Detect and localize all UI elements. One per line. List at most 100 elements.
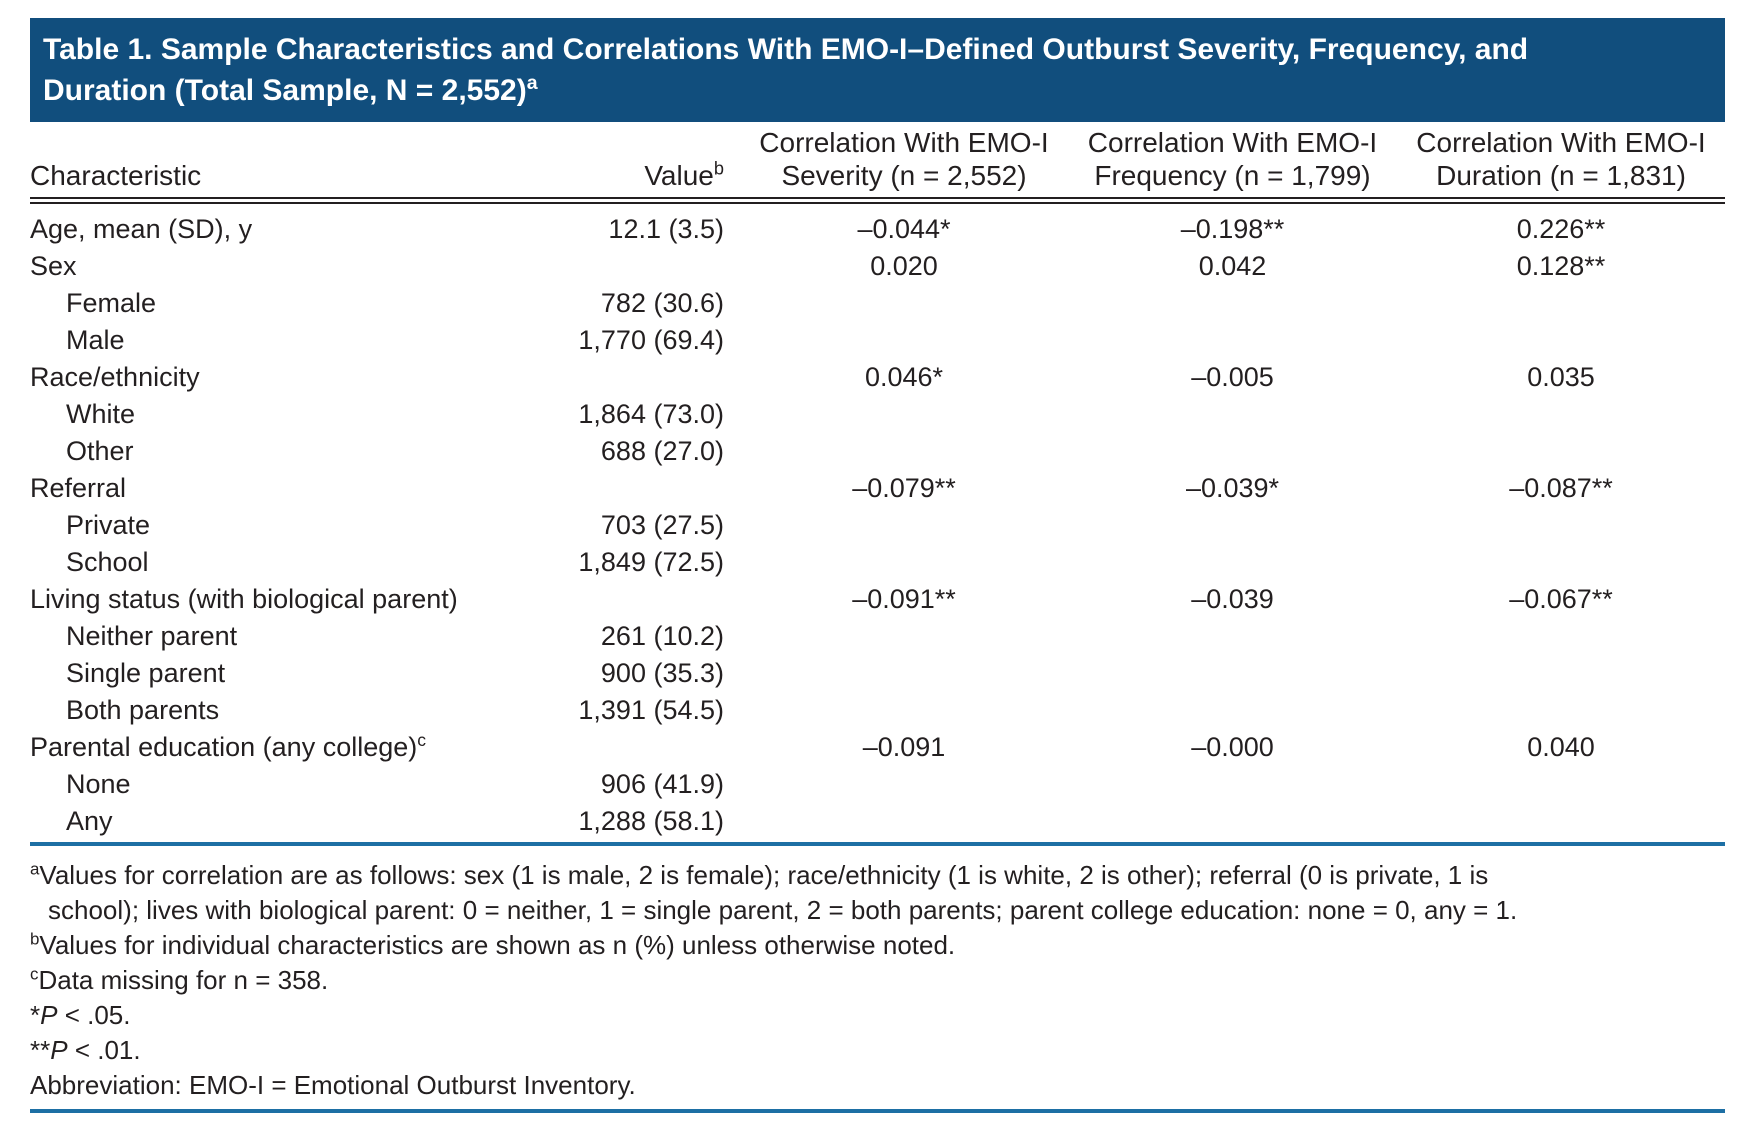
cell-severity-correlation	[740, 766, 1068, 803]
cell-characteristic: School	[66, 547, 149, 577]
cell-frequency-correlation	[1068, 544, 1397, 581]
table-row: Sex 0.020 0.042 0.128**	[30, 248, 1725, 285]
footnote: cData missing for n = 358.	[30, 964, 329, 995]
table-bottom-border	[30, 1109, 1725, 1113]
col-header-duration-line-1: Correlation With EMO-I	[1416, 127, 1706, 158]
cell-frequency-correlation: –0.000	[1191, 732, 1274, 762]
cell-frequency-correlation: –0.005	[1191, 362, 1274, 392]
cell-severity-correlation: 0.020	[870, 251, 938, 281]
cell-value: 900 (35.3)	[600, 658, 724, 688]
cell-duration-correlation	[1397, 803, 1725, 840]
table-row: Other 688 (27.0)	[30, 433, 1725, 470]
cell-duration-correlation: 0.128**	[1516, 251, 1606, 281]
title-footnote-marker: a	[526, 72, 538, 94]
cell-severity-correlation	[740, 507, 1068, 544]
cell-duration-correlation	[1397, 322, 1725, 359]
table-row: Private 703 (27.5)	[30, 507, 1725, 544]
cell-frequency-correlation: –0.039*	[1185, 473, 1280, 503]
col-header-characteristic: Characteristic	[30, 126, 500, 204]
cell-characteristic: Parental education (any college)c	[30, 730, 427, 762]
col-header-severity: Correlation With EMO-I Severity (n = 2,5…	[740, 126, 1068, 204]
cell-duration-correlation: –0.067**	[1509, 584, 1613, 614]
cell-characteristic: Sex	[30, 251, 77, 281]
cell-duration-correlation	[1397, 433, 1725, 470]
col-header-frequency: Correlation With EMO-I Frequency (n = 1,…	[1068, 126, 1397, 204]
cell-frequency-correlation	[1068, 618, 1397, 655]
footnote-marker: b	[30, 929, 40, 949]
value-footnote-marker: b	[713, 158, 724, 179]
table-row: School 1,849 (72.5)	[30, 544, 1725, 581]
cell-value	[500, 581, 740, 618]
footnote-marker: a	[30, 859, 40, 879]
cell-value: 261 (10.2)	[600, 621, 724, 651]
cell-value: 1,864 (73.0)	[578, 399, 724, 429]
cell-duration-correlation: –0.087**	[1509, 473, 1613, 503]
cell-frequency-correlation	[1068, 285, 1397, 322]
cell-duration-correlation	[1397, 507, 1725, 544]
table-row: Single parent 900 (35.3)	[30, 655, 1725, 692]
cell-value	[500, 729, 740, 766]
cell-severity-correlation: –0.044*	[857, 214, 951, 244]
cell-frequency-correlation	[1068, 322, 1397, 359]
cell-severity-correlation	[740, 285, 1068, 322]
cell-duration-correlation	[1397, 618, 1725, 655]
cell-severity-correlation: –0.079**	[852, 473, 956, 503]
cell-characteristic: Neither parent	[66, 621, 238, 651]
footnote: aValues for correlation are as follows: …	[30, 859, 1518, 925]
col-header-duration-line-2: Duration (n = 1,831)	[1436, 160, 1686, 191]
table-row: Age, mean (SD), y 12.1 (3.5) –0.044* –0.198…	[30, 201, 1725, 249]
cell-value: 12.1 (3.5)	[608, 214, 724, 244]
cell-severity-correlation: 0.046*	[864, 362, 944, 392]
table-row: White 1,864 (73.0)	[30, 396, 1725, 433]
cell-severity-correlation	[740, 618, 1068, 655]
cell-characteristic: Referral	[30, 473, 127, 503]
footnotes: aValues for correlation are as follows: …	[30, 846, 1725, 1103]
cell-frequency-correlation	[1068, 803, 1397, 840]
col-header-duration: Correlation With EMO-I Duration (n = 1,8…	[1397, 126, 1725, 204]
col-header-frequency-line-1: Correlation With EMO-I	[1087, 127, 1378, 158]
cell-severity-correlation: –0.091**	[852, 584, 956, 614]
cell-duration-correlation	[1397, 396, 1725, 433]
table-title-text: Duration (Total Sample, N = 2,552)	[43, 74, 527, 107]
cell-frequency-correlation	[1068, 766, 1397, 803]
table-row: Neither parent 261 (10.2)	[30, 618, 1725, 655]
cell-frequency-correlation: –0.198**	[1180, 214, 1285, 244]
cell-severity-correlation	[740, 433, 1068, 470]
cell-value	[500, 470, 740, 507]
footnote: **P < .01.	[30, 1035, 141, 1065]
cell-characteristic: Single parent	[66, 658, 226, 688]
cell-duration-correlation	[1397, 766, 1725, 803]
cell-characteristic: None	[66, 769, 131, 799]
characteristics-table: Characteristic Valueb Correlation With E…	[30, 126, 1725, 840]
cell-characteristic: Other	[66, 436, 134, 466]
cell-duration-correlation: 0.040	[1527, 732, 1595, 762]
cell-frequency-correlation: 0.042	[1198, 251, 1267, 281]
cell-value	[500, 359, 740, 396]
table-row: Any 1,288 (58.1)	[30, 803, 1725, 840]
cell-characteristic: Male	[66, 325, 125, 355]
cell-severity-correlation	[740, 655, 1068, 692]
col-header-severity-line-2: Severity (n = 2,552)	[781, 160, 1027, 191]
cell-frequency-correlation	[1068, 507, 1397, 544]
col-header-value: Valueb	[500, 126, 740, 204]
cell-severity-correlation	[740, 692, 1068, 729]
cell-value: 1,770 (69.4)	[578, 325, 724, 355]
cell-characteristic: Race/ethnicity	[30, 362, 200, 392]
col-header-value-label: Value	[644, 160, 714, 191]
cell-frequency-correlation	[1068, 433, 1397, 470]
table-row: Female 782 (30.6)	[30, 285, 1725, 322]
characteristic-footnote-marker: c	[417, 730, 427, 750]
cell-characteristic: Both parents	[66, 695, 220, 725]
cell-duration-correlation	[1397, 692, 1725, 729]
cell-value: 1,288 (58.1)	[578, 806, 724, 836]
cell-value: 1,849 (72.5)	[578, 547, 724, 577]
table-header-row: Characteristic Valueb Correlation With E…	[30, 126, 1725, 204]
cell-characteristic: Any	[66, 806, 113, 836]
table-1-figure: Table 1. Sample Characteristics and Corr…	[30, 18, 1725, 1113]
cell-characteristic: Age, mean (SD), y	[30, 214, 253, 244]
cell-value: 1,391 (54.5)	[578, 695, 724, 725]
cell-severity-correlation	[740, 544, 1068, 581]
table-row: Male 1,770 (69.4)	[30, 322, 1725, 359]
col-header-severity-line-1: Correlation With EMO-I	[759, 127, 1049, 158]
